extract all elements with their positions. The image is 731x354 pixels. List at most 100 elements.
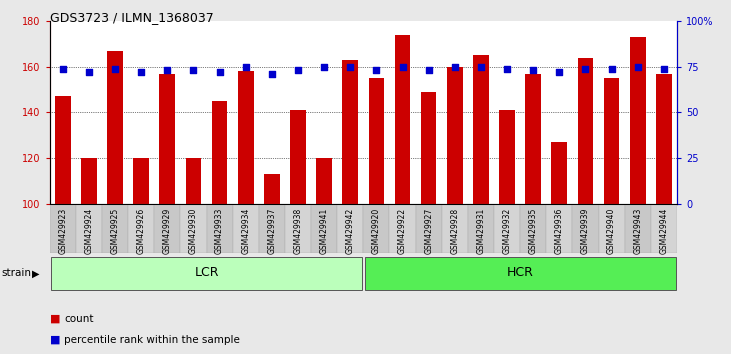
Bar — [656, 74, 672, 204]
Text: GSM429937: GSM429937 — [268, 208, 276, 254]
Text: ■: ■ — [50, 335, 60, 345]
Bar — [159, 74, 175, 204]
Point — [449, 64, 461, 70]
Point — [266, 71, 278, 77]
FancyBboxPatch shape — [181, 205, 206, 253]
Bar — [630, 37, 645, 204]
Text: GSM429942: GSM429942 — [346, 208, 355, 254]
Bar — [107, 51, 123, 204]
Text: GSM429930: GSM429930 — [189, 208, 198, 254]
Bar — [238, 72, 254, 204]
FancyBboxPatch shape — [337, 205, 363, 253]
FancyBboxPatch shape — [599, 205, 624, 253]
Point — [162, 68, 173, 73]
FancyBboxPatch shape — [311, 205, 337, 253]
FancyBboxPatch shape — [50, 205, 76, 253]
FancyBboxPatch shape — [442, 205, 468, 253]
Bar — [186, 158, 201, 204]
Bar — [395, 35, 410, 204]
Bar — [55, 96, 71, 204]
FancyBboxPatch shape — [415, 205, 442, 253]
Text: GSM429940: GSM429940 — [607, 208, 616, 254]
Point — [553, 69, 565, 75]
Point — [397, 64, 409, 70]
Text: GSM429928: GSM429928 — [450, 208, 459, 254]
Text: GSM429938: GSM429938 — [293, 208, 303, 254]
Text: GSM429944: GSM429944 — [659, 208, 668, 254]
Text: GSM429927: GSM429927 — [424, 208, 433, 254]
FancyBboxPatch shape — [520, 205, 546, 253]
Point — [109, 66, 121, 72]
Text: GSM429931: GSM429931 — [477, 208, 485, 254]
Text: HCR: HCR — [507, 266, 534, 279]
Bar — [212, 101, 227, 204]
FancyBboxPatch shape — [232, 205, 259, 253]
Point — [318, 64, 330, 70]
Point — [83, 69, 95, 75]
Point — [632, 64, 643, 70]
FancyBboxPatch shape — [363, 205, 390, 253]
Text: GSM429936: GSM429936 — [555, 208, 564, 254]
Text: percentile rank within the sample: percentile rank within the sample — [64, 335, 240, 345]
Bar — [342, 60, 358, 204]
FancyBboxPatch shape — [102, 205, 128, 253]
Point — [423, 68, 434, 73]
FancyBboxPatch shape — [285, 205, 311, 253]
Bar — [526, 74, 541, 204]
Text: ■: ■ — [50, 314, 60, 324]
Bar — [604, 78, 619, 204]
Point — [57, 66, 69, 72]
Text: GSM429939: GSM429939 — [581, 208, 590, 254]
Bar — [264, 174, 280, 204]
Point — [240, 64, 251, 70]
FancyBboxPatch shape — [51, 257, 362, 290]
FancyBboxPatch shape — [76, 205, 102, 253]
Point — [580, 66, 591, 72]
Text: GSM429924: GSM429924 — [84, 208, 94, 254]
Text: GDS3723 / ILMN_1368037: GDS3723 / ILMN_1368037 — [50, 11, 213, 24]
Point — [188, 68, 200, 73]
Point — [606, 66, 618, 72]
FancyBboxPatch shape — [624, 205, 651, 253]
FancyBboxPatch shape — [128, 205, 154, 253]
FancyBboxPatch shape — [259, 205, 285, 253]
Text: GSM429934: GSM429934 — [241, 208, 250, 254]
Text: LCR: LCR — [194, 266, 219, 279]
Bar — [473, 56, 489, 204]
Bar — [317, 158, 332, 204]
Bar — [368, 78, 385, 204]
Text: strain: strain — [1, 268, 31, 279]
Text: GSM429933: GSM429933 — [215, 208, 224, 254]
Text: GSM429920: GSM429920 — [372, 208, 381, 254]
Text: ▶: ▶ — [32, 268, 39, 279]
Text: GSM429926: GSM429926 — [137, 208, 145, 254]
Text: GSM429935: GSM429935 — [529, 208, 538, 254]
Bar — [447, 67, 463, 204]
FancyBboxPatch shape — [546, 205, 572, 253]
Text: GSM429941: GSM429941 — [319, 208, 329, 254]
Bar — [290, 110, 306, 204]
Text: GSM429925: GSM429925 — [110, 208, 120, 254]
FancyBboxPatch shape — [365, 257, 675, 290]
Bar — [133, 158, 149, 204]
Text: GSM429922: GSM429922 — [398, 208, 407, 254]
Point — [213, 69, 225, 75]
Point — [344, 64, 356, 70]
FancyBboxPatch shape — [206, 205, 232, 253]
Bar — [577, 58, 594, 204]
FancyBboxPatch shape — [468, 205, 494, 253]
FancyBboxPatch shape — [651, 205, 677, 253]
Bar — [81, 158, 96, 204]
Text: GSM429929: GSM429929 — [163, 208, 172, 254]
Point — [135, 69, 147, 75]
Bar — [551, 142, 567, 204]
Point — [527, 68, 539, 73]
Point — [371, 68, 382, 73]
Point — [475, 64, 487, 70]
Point — [658, 66, 670, 72]
Bar — [421, 92, 436, 204]
FancyBboxPatch shape — [572, 205, 599, 253]
Text: GSM429932: GSM429932 — [502, 208, 512, 254]
Bar — [499, 110, 515, 204]
FancyBboxPatch shape — [154, 205, 181, 253]
